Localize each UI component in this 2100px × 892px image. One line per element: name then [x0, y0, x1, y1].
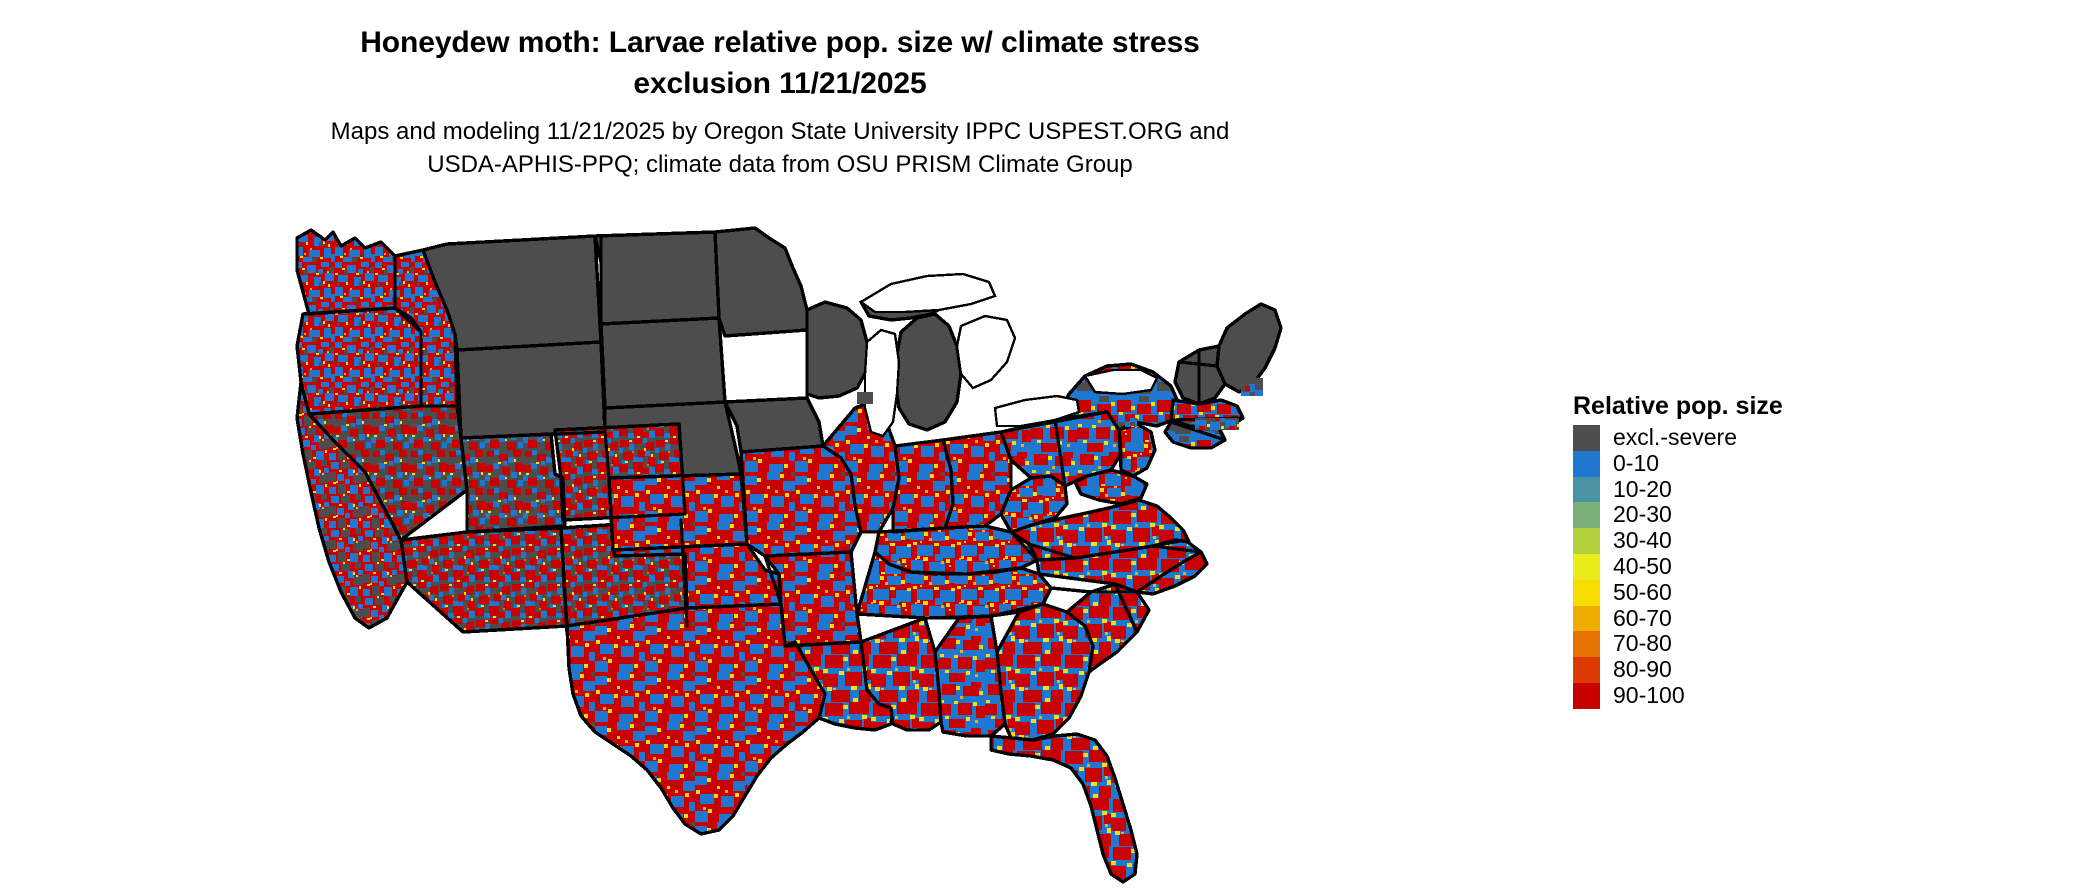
legend-title: Relative pop. size [1573, 392, 1783, 420]
map-svg [295, 222, 1545, 890]
us-choropleth-map [295, 222, 1545, 890]
lake-superior [858, 272, 997, 314]
chart-subtitle-line-2: USDA-APHIS-PPQ; climate data from OSU PR… [427, 151, 1133, 178]
legend-color-swatch [1573, 450, 1600, 477]
legend-row[interactable]: 20-30 [1573, 501, 1900, 529]
legend-label: excl.-severe [1613, 424, 1737, 450]
state-wisconsin [805, 300, 869, 400]
legend-label: 50-60 [1613, 578, 1672, 605]
lake-erie [993, 394, 1081, 428]
state-oregon [295, 306, 423, 416]
legend-items: excl.-severe 0-10 10-20 20-30 30-40 40-50 50-6… [1573, 424, 1900, 709]
legend-row[interactable]: 60-70 [1573, 604, 1900, 632]
legend-color-swatch [1573, 682, 1600, 709]
legend-label: 20-30 [1613, 501, 1672, 528]
legend-row[interactable]: 10-20 [1573, 475, 1900, 503]
legend-label: 70-80 [1613, 630, 1672, 657]
lake-ontario [1083, 368, 1159, 396]
lake-michigan [863, 328, 901, 438]
legend-row[interactable]: 70-80 [1573, 630, 1900, 658]
state-kansas [607, 472, 749, 552]
legend-row[interactable]: excl.-severe [1573, 424, 1900, 451]
legend-label: 10-20 [1613, 475, 1672, 502]
state-florida [989, 732, 1139, 884]
state-mississippi [859, 616, 943, 732]
state-utah [459, 432, 567, 534]
coastal-detail-speckle [857, 378, 1263, 430]
legend-row[interactable]: 30-40 [1573, 527, 1900, 554]
legend-label: 30-40 [1613, 527, 1672, 554]
state-virginia [1009, 498, 1191, 562]
legend-label: 90-100 [1613, 681, 1685, 708]
legend-row[interactable]: 50-60 [1573, 578, 1900, 606]
state-california [295, 380, 409, 630]
state-washington [295, 228, 397, 316]
state-michigan [893, 312, 963, 432]
legend-label: 0-10 [1613, 449, 1660, 476]
chart-subtitle: Maps and modeling 11/21/2025 by Oregon S… [250, 115, 1310, 181]
legend-color-swatch [1573, 631, 1600, 658]
legend-row[interactable]: 0-10 [1573, 449, 1900, 477]
state-wyoming [455, 340, 607, 440]
legend-color-swatch [1573, 657, 1600, 683]
legend-row[interactable]: 40-50 [1573, 552, 1900, 580]
legend-row[interactable]: 90-100 [1573, 681, 1900, 709]
chart-header: Honeydew moth: Larvae relative pop. size… [0, 0, 1560, 181]
map-legend: Relative pop. size excl.-severe 0-10 10-20… [1570, 392, 1900, 709]
state-borders [307, 230, 1245, 742]
state-minnesota [713, 226, 809, 338]
legend-color-swatch [1573, 579, 1600, 606]
legend-row[interactable]: 80-90 [1573, 656, 1900, 683]
state-maryland-delaware [1073, 468, 1149, 506]
page-title-line-1: Honeydew moth: Larvae relative pop. size… [360, 26, 1200, 59]
lake-huron-erie-ontario [955, 314, 1017, 390]
great-lakes [858, 272, 1159, 438]
state-indiana [891, 438, 955, 534]
legend-color-swatch [1573, 605, 1600, 632]
legend-color-swatch [1573, 502, 1600, 529]
legend-label: 80-90 [1613, 656, 1672, 683]
state-iowa [723, 396, 825, 454]
legend-color-swatch [1573, 553, 1600, 580]
page-title-line-2: exclusion 11/21/2025 [633, 67, 927, 100]
state-south-dakota [599, 316, 727, 410]
legend-color-swatch [1573, 425, 1600, 451]
legend-label: 40-50 [1613, 552, 1672, 579]
state-west-virginia [999, 474, 1069, 534]
state-north-dakota [593, 230, 721, 326]
chart-subtitle-line-1: Maps and modeling 11/21/2025 by Oregon S… [330, 118, 1230, 145]
page-title: Honeydew moth: Larvae relative pop. size… [275, 22, 1285, 104]
legend-color-swatch [1573, 476, 1600, 503]
legend-color-swatch [1573, 528, 1600, 554]
state-georgia [995, 602, 1095, 742]
legend-label: 60-70 [1613, 604, 1672, 631]
